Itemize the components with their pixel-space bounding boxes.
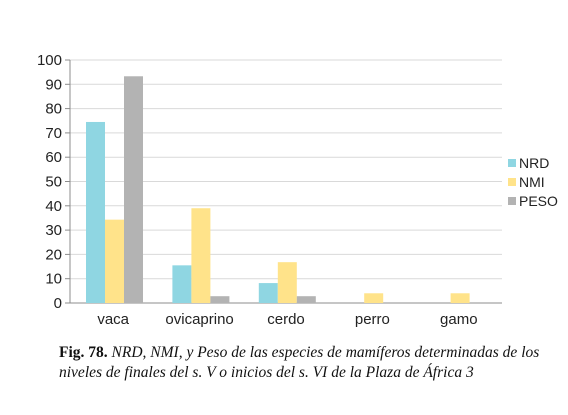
legend-swatch-nmi <box>508 178 516 186</box>
y-tick-labels: 0 10 20 30 40 50 60 70 80 90 100 <box>37 52 62 312</box>
y-tick-label: 80 <box>45 101 62 118</box>
bar-nmi-gamo <box>450 293 470 303</box>
bar-nrd-cerdo <box>258 283 278 303</box>
y-tick-label: 50 <box>45 174 62 191</box>
x-tick-label: gamo <box>440 311 478 328</box>
y-tick-label: 0 <box>54 295 62 312</box>
x-tick-label: ovicaprino <box>165 311 233 328</box>
bar-peso-vaca <box>124 76 143 303</box>
legend-swatch-nrd <box>508 159 516 167</box>
y-tick-label: 10 <box>45 271 62 288</box>
bars <box>86 76 470 303</box>
x-tick-label: cerdo <box>267 311 305 328</box>
legend-label-peso: PESO <box>519 193 558 209</box>
x-tick-labels: vaca ovicaprino cerdo perro gamo <box>97 311 477 328</box>
legend-label-nrd: NRD <box>519 155 549 171</box>
y-tick-label: 100 <box>37 52 62 69</box>
bar-nmi-vaca <box>105 219 124 303</box>
bar-nmi-perro <box>364 293 384 303</box>
legend-label-nmi: NMI <box>519 174 545 190</box>
legend-swatch-peso <box>508 197 516 205</box>
bar-nrd-vaca <box>86 121 105 303</box>
x-tick-label: perro <box>355 311 390 328</box>
bar-chart: 0 10 20 30 40 50 60 70 80 90 100 vaca ovicaprino cer… <box>37 52 558 328</box>
bar-nmi-cerdo <box>277 262 297 303</box>
bar-peso-ovicaprino <box>210 296 230 303</box>
y-tick-label: 70 <box>45 125 62 142</box>
bar-nrd-ovicaprino <box>172 265 192 303</box>
bar-nmi-ovicaprino <box>191 208 211 303</box>
bar-peso-cerdo <box>296 296 316 303</box>
y-tick-label: 40 <box>45 198 62 215</box>
y-tick-label: 30 <box>45 222 62 239</box>
caption-label: Fig. 78. <box>59 344 108 361</box>
legend: NRD NMI PESO <box>508 155 558 209</box>
x-tick-label: vaca <box>97 311 129 328</box>
y-tick-label: 20 <box>45 246 62 263</box>
figure-caption: Fig. 78. NRD, NMI, y Peso de las especie… <box>59 343 559 383</box>
y-tick-label: 60 <box>45 149 62 166</box>
y-tick-label: 90 <box>45 76 62 93</box>
caption-text: NRD, NMI, y Peso de las especies de mamí… <box>59 344 540 381</box>
